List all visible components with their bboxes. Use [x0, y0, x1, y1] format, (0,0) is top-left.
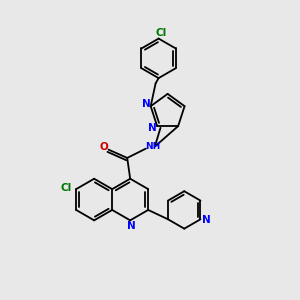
Text: N: N — [142, 99, 151, 109]
Text: Cl: Cl — [156, 28, 167, 38]
Text: Cl: Cl — [61, 183, 72, 193]
Text: N: N — [148, 123, 157, 133]
Text: N: N — [127, 221, 136, 231]
Text: O: O — [99, 142, 108, 152]
Text: N: N — [202, 215, 211, 225]
Text: NH: NH — [145, 142, 160, 151]
